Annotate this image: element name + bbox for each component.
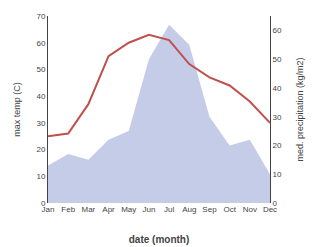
svg-text:date (month): date (month) (129, 234, 190, 245)
svg-text:May: May (121, 205, 136, 214)
svg-text:50: 50 (273, 55, 282, 64)
svg-text:Jul: Jul (164, 205, 174, 214)
svg-text:Feb: Feb (61, 205, 75, 214)
svg-text:10: 10 (36, 172, 45, 181)
svg-text:20: 20 (36, 145, 45, 154)
svg-text:Aug: Aug (182, 205, 196, 214)
svg-text:Mar: Mar (81, 205, 95, 214)
svg-text:med. precipitation (kg/m2): med. precipitation (kg/m2) (295, 57, 305, 161)
svg-text:40: 40 (36, 92, 45, 101)
svg-text:70: 70 (36, 12, 45, 21)
svg-text:max temp (C): max temp (C) (12, 82, 22, 137)
svg-text:0: 0 (273, 199, 278, 208)
svg-text:50: 50 (36, 65, 45, 74)
svg-text:0: 0 (41, 199, 46, 208)
svg-text:30: 30 (273, 112, 282, 121)
svg-text:Dec: Dec (263, 205, 277, 214)
svg-text:Nov: Nov (243, 205, 257, 214)
svg-text:60: 60 (36, 39, 45, 48)
svg-text:20: 20 (273, 141, 282, 150)
svg-text:40: 40 (273, 84, 282, 93)
svg-text:Sep: Sep (202, 205, 217, 214)
svg-text:Jan: Jan (42, 205, 55, 214)
svg-text:60: 60 (273, 26, 282, 35)
svg-text:10: 10 (273, 170, 282, 179)
svg-text:Apr: Apr (102, 205, 115, 214)
svg-text:Jun: Jun (142, 205, 155, 214)
svg-text:30: 30 (36, 119, 45, 128)
svg-text:Oct: Oct (223, 205, 236, 214)
